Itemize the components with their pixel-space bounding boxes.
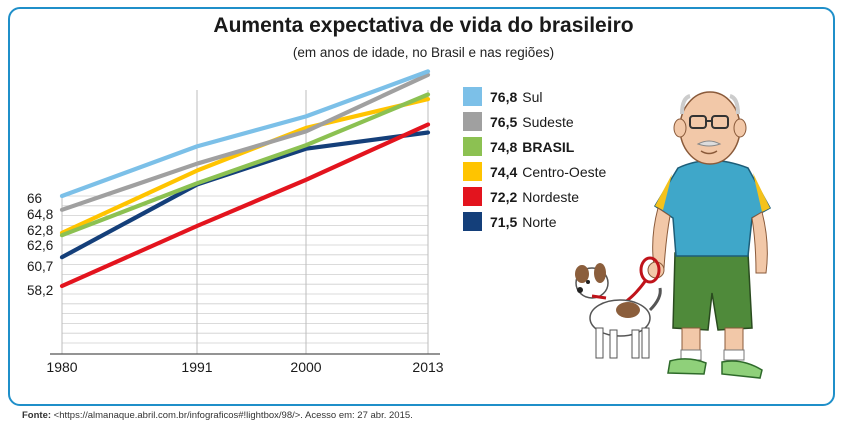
series-line-sul (59, 69, 431, 199)
legend-swatch (463, 187, 482, 206)
legend-label: Norte (522, 213, 557, 230)
man-with-dog-illustration (575, 91, 772, 379)
x-tick-label: 1980 (46, 359, 77, 375)
x-tick-label: 2000 (290, 359, 321, 375)
legend-label: BRASIL (522, 138, 575, 155)
chart-title: Aumenta expectativa de vida do brasileir… (213, 14, 634, 37)
y-tick-label: 62,6 (27, 238, 53, 253)
legend-label: Sul (522, 88, 543, 105)
legend-label: Nordeste (522, 188, 580, 205)
series-line-brasil (59, 92, 431, 238)
legend-value: 72,2 (490, 188, 518, 205)
y-tick-label: 64,8 (27, 207, 53, 222)
series-line-sudeste (59, 72, 431, 212)
y-tick-label: 66 (27, 191, 42, 206)
source-text: <https://almanaque.abril.com.br/infograf… (53, 410, 413, 421)
y-tick-label: 58,2 (27, 283, 53, 298)
x-tick-label: 2013 (412, 359, 443, 375)
legend-item: 76,8 Sul (463, 84, 606, 109)
y-tick-label: 60,7 (27, 259, 53, 274)
source-footer: Fonte: <https://almanaque.abril.com.br/i… (22, 410, 413, 421)
legend-label: Sudeste (522, 113, 574, 130)
chart-subtitle: (em anos de idade, no Brasil e nas regiõ… (292, 45, 555, 60)
legend-item: 71,5 Norte (463, 209, 606, 234)
legend-value: 74,4 (490, 163, 518, 180)
legend-swatch (463, 87, 482, 106)
y-tick-label: 62,8 (27, 223, 53, 238)
legend-value: 76,8 (490, 88, 518, 105)
x-tick-label: 1991 (181, 359, 212, 375)
legend-label: Centro-Oeste (522, 163, 607, 180)
legend-value: 74,8 (490, 138, 518, 155)
legend-value: 76,5 (490, 113, 518, 130)
chart-legend: 76,8 Sul 76,5 Sudeste 74,8 BRASIL 74,4 Centro-O… (463, 84, 606, 234)
source-label: Fonte: (22, 410, 52, 421)
legend-item: 76,5 Sudeste (463, 109, 606, 134)
series-line-nordeste (59, 122, 431, 289)
legend-item: 72,2 Nordeste (463, 184, 606, 209)
series-line-norte (59, 130, 431, 260)
legend-item: 74,4 Centro-Oeste (463, 159, 606, 184)
legend-value: 71,5 (490, 213, 518, 230)
legend-swatch (463, 137, 482, 156)
legend-swatch (463, 162, 482, 181)
legend-item: 74,8 BRASIL (463, 134, 606, 159)
legend-swatch (463, 212, 482, 231)
legend-swatch (463, 112, 482, 131)
